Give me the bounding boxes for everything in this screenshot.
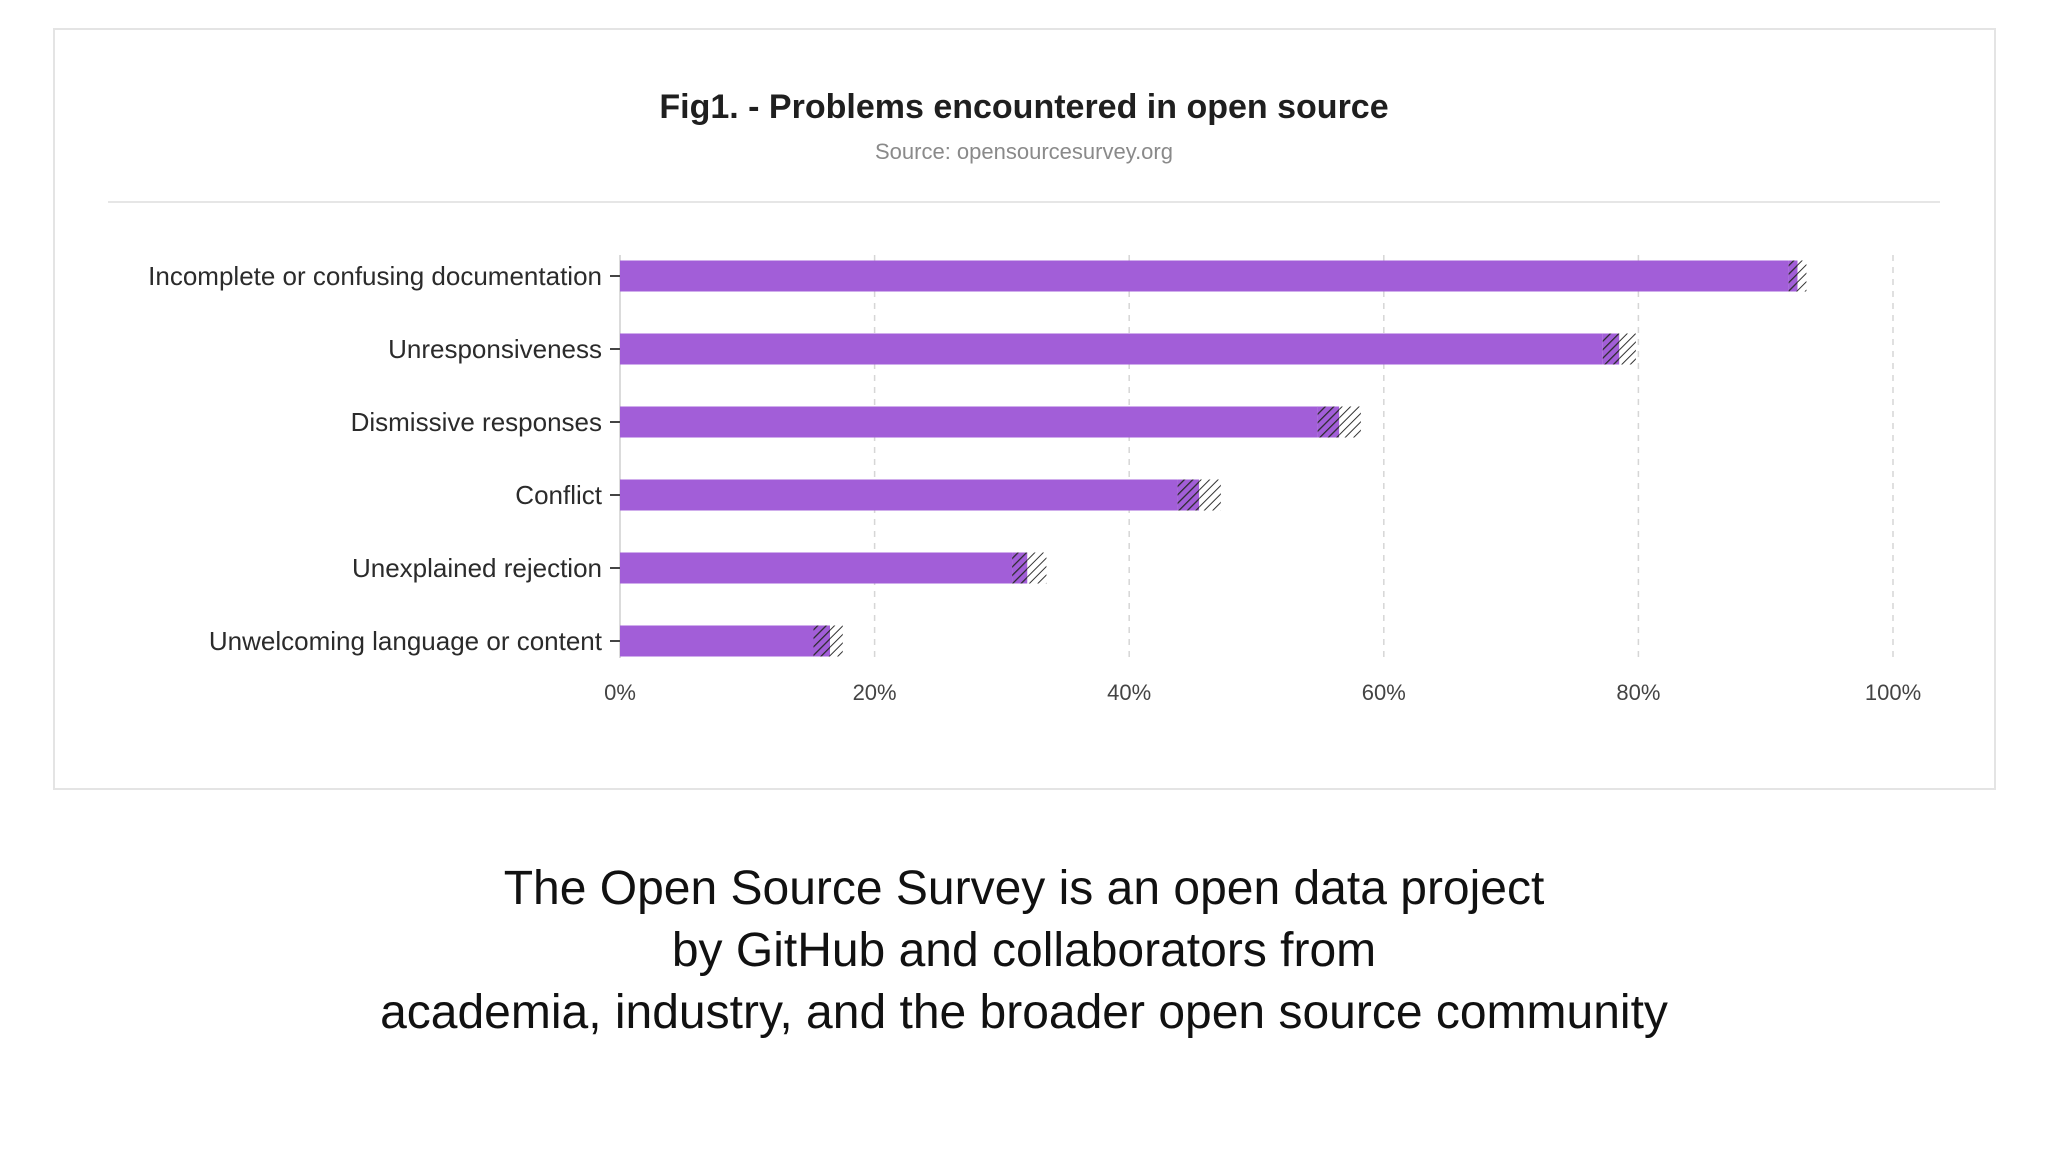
caption-line-2: by GitHub and collaborators from <box>671 924 1377 977</box>
bar <box>620 260 1789 292</box>
category-label: Unresponsiveness <box>388 334 602 364</box>
x-tick-label: 20% <box>853 680 897 705</box>
x-axis-ticks: 0% 20% 40% 60% 80% 100% <box>604 680 1921 705</box>
bar-error-high <box>1199 479 1221 511</box>
bars <box>620 260 1807 657</box>
bar-error-high <box>1339 406 1361 438</box>
grid-lines <box>619 255 1894 658</box>
x-tick-label: 60% <box>1362 680 1406 705</box>
bar-error-high <box>830 625 843 657</box>
category-label: Conflict <box>515 480 602 510</box>
category-label: Incomplete or confusing documentation <box>148 261 602 291</box>
chart-subtitle: Source: opensourcesurvey.org <box>875 139 1173 164</box>
chart-title: Fig1. - Problems encountered in open sou… <box>659 88 1388 126</box>
caption-line-1: The Open Source Survey is an open data p… <box>503 862 1545 915</box>
bar <box>620 625 814 657</box>
category-label: Unexplained rejection <box>352 553 602 583</box>
bar-error-low <box>813 625 831 657</box>
category-label: Dismissive responses <box>351 407 602 437</box>
x-tick-label: 100% <box>1865 680 1921 705</box>
bar-error-high <box>1027 552 1047 584</box>
x-tick-label: 80% <box>1616 680 1660 705</box>
bar-error-high <box>1797 260 1807 292</box>
x-tick-label: 40% <box>1107 680 1151 705</box>
bar-error-low <box>1012 552 1028 584</box>
bar-error-low <box>1788 260 1798 292</box>
bar-error-low <box>1317 406 1340 438</box>
bar <box>620 406 1318 438</box>
bar <box>620 552 1013 584</box>
caption-line-3: academia, industry, and the broader open… <box>380 986 1668 1039</box>
caption: The Open Source Survey is an open data p… <box>0 858 2048 1044</box>
category-label: Unwelcoming language or content <box>209 626 603 656</box>
bar-error-low <box>1602 333 1620 365</box>
bar-error-high <box>1619 333 1636 365</box>
bar <box>620 479 1178 511</box>
x-tick-label: 0% <box>604 680 636 705</box>
bar-error-low <box>1177 479 1200 511</box>
bar <box>620 333 1603 365</box>
category-labels: Incomplete or confusing documentation Unr… <box>148 261 620 656</box>
